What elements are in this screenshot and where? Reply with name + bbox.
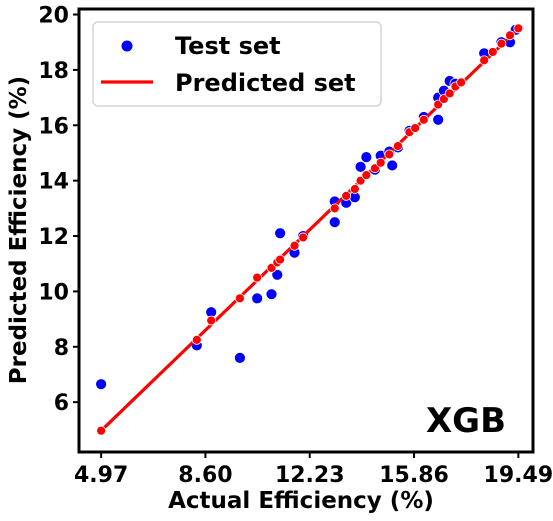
y-tick-label: 10 bbox=[38, 280, 69, 305]
predicted-set-point bbox=[487, 47, 498, 57]
test-set-point bbox=[386, 159, 399, 172]
predicted-set-point bbox=[479, 55, 490, 66]
predicted-set-point bbox=[513, 23, 524, 34]
y-tick-label: 16 bbox=[38, 114, 69, 139]
y-tick-label: 20 bbox=[38, 4, 69, 29]
y-tick-label: 6 bbox=[54, 391, 69, 416]
predicted-set-point bbox=[349, 184, 360, 194]
test-set-point bbox=[234, 351, 246, 364]
predicted-set-point bbox=[375, 157, 386, 168]
x-tick-label: 19.49 bbox=[484, 463, 553, 488]
y-axis-label: Predicted Efficiency (%) bbox=[6, 76, 32, 384]
y-tick-label: 18 bbox=[38, 59, 69, 84]
predicted-set-point bbox=[418, 114, 429, 125]
predicted-set-point bbox=[444, 88, 455, 99]
test-set-point bbox=[271, 268, 284, 281]
predicted-set-point bbox=[96, 425, 107, 436]
y-tick-label: 8 bbox=[54, 336, 69, 361]
predicted-set-point bbox=[298, 232, 309, 243]
x-axis-label: Actual Efficiency (%) bbox=[168, 488, 434, 514]
predicted-set-point bbox=[410, 123, 421, 133]
predicted-set-point bbox=[393, 141, 403, 151]
x-tick-label: 15.86 bbox=[379, 463, 449, 488]
test-set-point bbox=[265, 288, 278, 301]
x-tick-label: 8.60 bbox=[178, 463, 232, 488]
predicted-set-point bbox=[206, 315, 217, 326]
y-tick-label: 12 bbox=[38, 225, 69, 250]
test-set-point bbox=[95, 378, 108, 391]
y-tick-label: 14 bbox=[38, 170, 69, 195]
y-axis: 6 8 10 12 14 16 18 20 bbox=[38, 4, 79, 416]
test-set-point bbox=[274, 227, 287, 240]
x-tick-label: 4.97 bbox=[74, 463, 128, 488]
model-annotation: XGB bbox=[426, 401, 506, 441]
predicted-set-point bbox=[329, 203, 340, 214]
legend-label-predicted-set: Predicted set bbox=[175, 69, 356, 97]
plot-area bbox=[95, 23, 524, 436]
predicted-set-point bbox=[384, 149, 395, 160]
predicted-set-point bbox=[341, 190, 352, 201]
test-set-point bbox=[328, 216, 341, 229]
legend-label-test-set: Test set bbox=[175, 32, 281, 60]
test-set-point bbox=[354, 160, 367, 173]
predicted-set-point bbox=[191, 334, 202, 345]
legend: Test set Predicted set bbox=[92, 21, 382, 107]
test-set-point bbox=[432, 113, 445, 126]
predicted-set-point bbox=[496, 38, 507, 49]
legend-marker-test-set bbox=[121, 40, 133, 52]
test-set-point bbox=[360, 151, 373, 164]
predicted-set-point bbox=[289, 240, 300, 251]
predicted-set-point bbox=[505, 30, 515, 41]
test-set-point bbox=[251, 292, 264, 305]
predicted-set-point bbox=[361, 170, 372, 181]
predicted-set-point bbox=[275, 254, 286, 265]
predicted-set-point bbox=[456, 77, 467, 88]
x-axis: 4.97 8.60 12.23 15.86 19.49 bbox=[74, 452, 553, 488]
legend-box bbox=[92, 21, 382, 107]
predicted-set-point bbox=[235, 293, 245, 304]
x-tick-label: 12.23 bbox=[275, 463, 345, 488]
predicted-set-point bbox=[252, 272, 263, 283]
plot-frame bbox=[77, 7, 535, 454]
